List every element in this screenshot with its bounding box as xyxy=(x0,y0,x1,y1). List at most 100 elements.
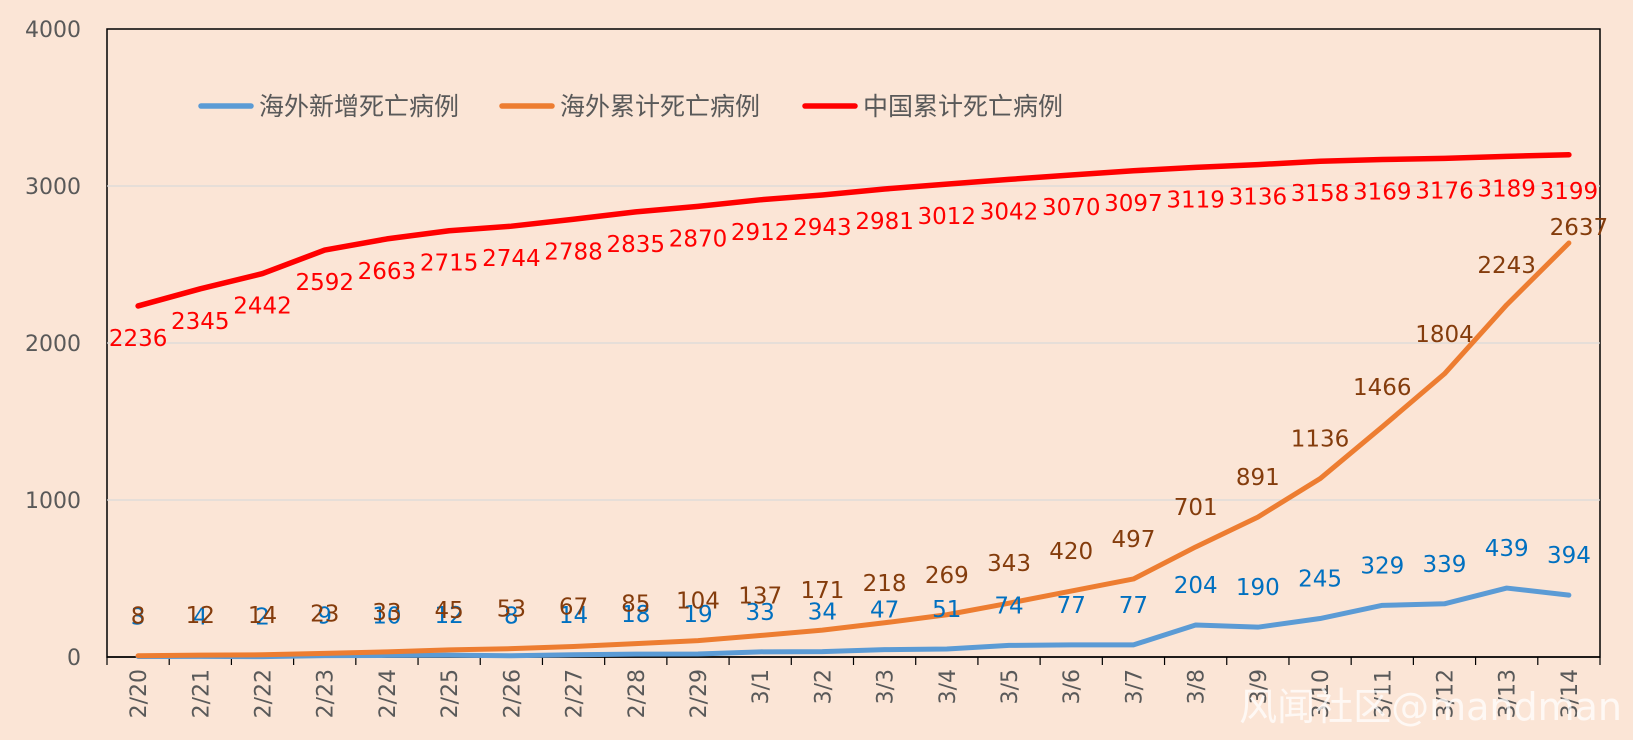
series-line xyxy=(135,152,1572,309)
data-label: 394 xyxy=(1547,543,1591,569)
data-label: 218 xyxy=(863,571,907,597)
data-label: 2345 xyxy=(171,309,230,335)
data-label: 47 xyxy=(870,598,899,624)
x-tick-label: 3/1 xyxy=(749,669,774,704)
data-label: 891 xyxy=(1236,465,1280,491)
data-label: 34 xyxy=(808,600,837,626)
x-tick-label: 2/24 xyxy=(376,669,401,718)
data-label: 3042 xyxy=(980,199,1039,225)
data-label: 2637 xyxy=(1550,215,1609,241)
data-label: 10 xyxy=(372,603,401,629)
y-tick-label: 0 xyxy=(67,646,81,671)
series-line xyxy=(135,240,1572,659)
x-tick-label: 3/4 xyxy=(936,669,961,704)
data-label: 3169 xyxy=(1353,179,1412,205)
data-label: 339 xyxy=(1423,552,1467,578)
data-label: 67 xyxy=(559,594,588,620)
data-label: 2442 xyxy=(233,294,292,320)
data-label: 343 xyxy=(987,551,1031,577)
data-label: 53 xyxy=(497,597,526,623)
data-label: 85 xyxy=(621,592,650,618)
x-tick-label: 2/29 xyxy=(687,669,712,718)
x-tick-label: 3/9 xyxy=(1247,669,1272,704)
data-label: 77 xyxy=(1119,593,1148,619)
x-tick-label: 2/20 xyxy=(127,669,152,718)
x-tick-label: 3/7 xyxy=(1122,669,1147,704)
data-label: 2788 xyxy=(544,239,603,265)
data-label: 3199 xyxy=(1540,179,1599,205)
data-label: 1136 xyxy=(1291,427,1350,453)
data-label: 701 xyxy=(1174,495,1218,521)
data-label: 33 xyxy=(746,600,775,626)
data-label: 190 xyxy=(1236,575,1280,601)
data-label: 329 xyxy=(1360,553,1404,579)
data-label: 2981 xyxy=(855,209,914,235)
data-label: 2 xyxy=(255,605,270,631)
legend-label: 海外新增死亡病例 xyxy=(259,92,459,121)
x-tick-label: 3/12 xyxy=(1433,669,1458,718)
y-tick-label: 2000 xyxy=(25,332,81,357)
y-tick-label: 3000 xyxy=(25,175,81,200)
data-label: 14 xyxy=(248,603,277,629)
data-label: 2715 xyxy=(420,251,479,277)
data-label: 3189 xyxy=(1477,176,1536,202)
data-label: 137 xyxy=(738,583,782,609)
x-tick-label: 3/3 xyxy=(874,669,899,704)
x-tick-label: 3/2 xyxy=(811,669,836,704)
legend-label: 海外累计死亡病例 xyxy=(560,92,760,121)
x-tick-label: 2/22 xyxy=(252,669,277,718)
data-label: 3012 xyxy=(918,204,977,230)
data-label: 18 xyxy=(621,602,650,628)
data-label: 269 xyxy=(925,563,969,589)
y-tick-label: 4000 xyxy=(25,18,81,43)
data-label: 3 xyxy=(131,605,146,631)
data-label: 1804 xyxy=(1415,322,1474,348)
data-label: 104 xyxy=(676,589,720,615)
data-label: 1466 xyxy=(1353,375,1412,401)
data-label: 51 xyxy=(932,597,961,623)
data-label: 8 xyxy=(504,604,519,630)
x-tick-label: 3/6 xyxy=(1060,669,1085,704)
data-label: 204 xyxy=(1174,573,1218,599)
x-tick-label: 2/28 xyxy=(625,669,650,718)
x-tick-label: 3/11 xyxy=(1371,669,1396,718)
data-label: 420 xyxy=(1049,539,1093,565)
data-label: 171 xyxy=(800,578,844,604)
x-tick-label: 3/8 xyxy=(1185,669,1210,704)
x-tick-label: 3/13 xyxy=(1496,669,1521,718)
data-label: 8 xyxy=(131,604,146,630)
series-lines xyxy=(135,152,1572,660)
x-tick-label: 3/10 xyxy=(1309,669,1334,718)
data-label: 77 xyxy=(1057,593,1086,619)
data-label: 3097 xyxy=(1104,191,1163,217)
series-line xyxy=(135,585,1572,660)
x-tick-label: 2/25 xyxy=(438,669,463,718)
data-label: 245 xyxy=(1298,567,1342,593)
data-label: 12 xyxy=(435,603,464,629)
x-tick-label: 3/5 xyxy=(998,669,1023,704)
data-label: 2744 xyxy=(482,246,541,272)
data-label: 2835 xyxy=(606,232,665,258)
axes: 0 1000 2000 3000 4000 2/20 2/21 2/22 2/23 2/24 2/2… xyxy=(25,18,1601,718)
data-label: 3070 xyxy=(1042,195,1101,221)
x-tick-label: 2/27 xyxy=(563,669,588,718)
data-label: 2943 xyxy=(793,215,852,241)
data-label: 497 xyxy=(1111,527,1155,553)
data-label: 2912 xyxy=(731,220,790,246)
data-label: 33 xyxy=(372,600,401,626)
y-tick-label: 1000 xyxy=(25,489,81,514)
data-label: 74 xyxy=(994,593,1023,619)
data-label: 439 xyxy=(1485,536,1529,562)
x-tick-label: 2/26 xyxy=(500,669,525,718)
x-tick-label: 2/21 xyxy=(189,669,214,718)
x-tick-label: 2/23 xyxy=(314,669,339,718)
data-label: 3136 xyxy=(1229,185,1288,211)
legend: 海外新增死亡病例 海外累计死亡病例 中国累计死亡病例 xyxy=(198,92,1063,121)
data-label: 45 xyxy=(435,598,464,624)
data-label: 19 xyxy=(683,602,712,628)
watermark-text: 风闻社区@mandman xyxy=(1239,685,1622,729)
data-label: 2870 xyxy=(669,226,728,252)
